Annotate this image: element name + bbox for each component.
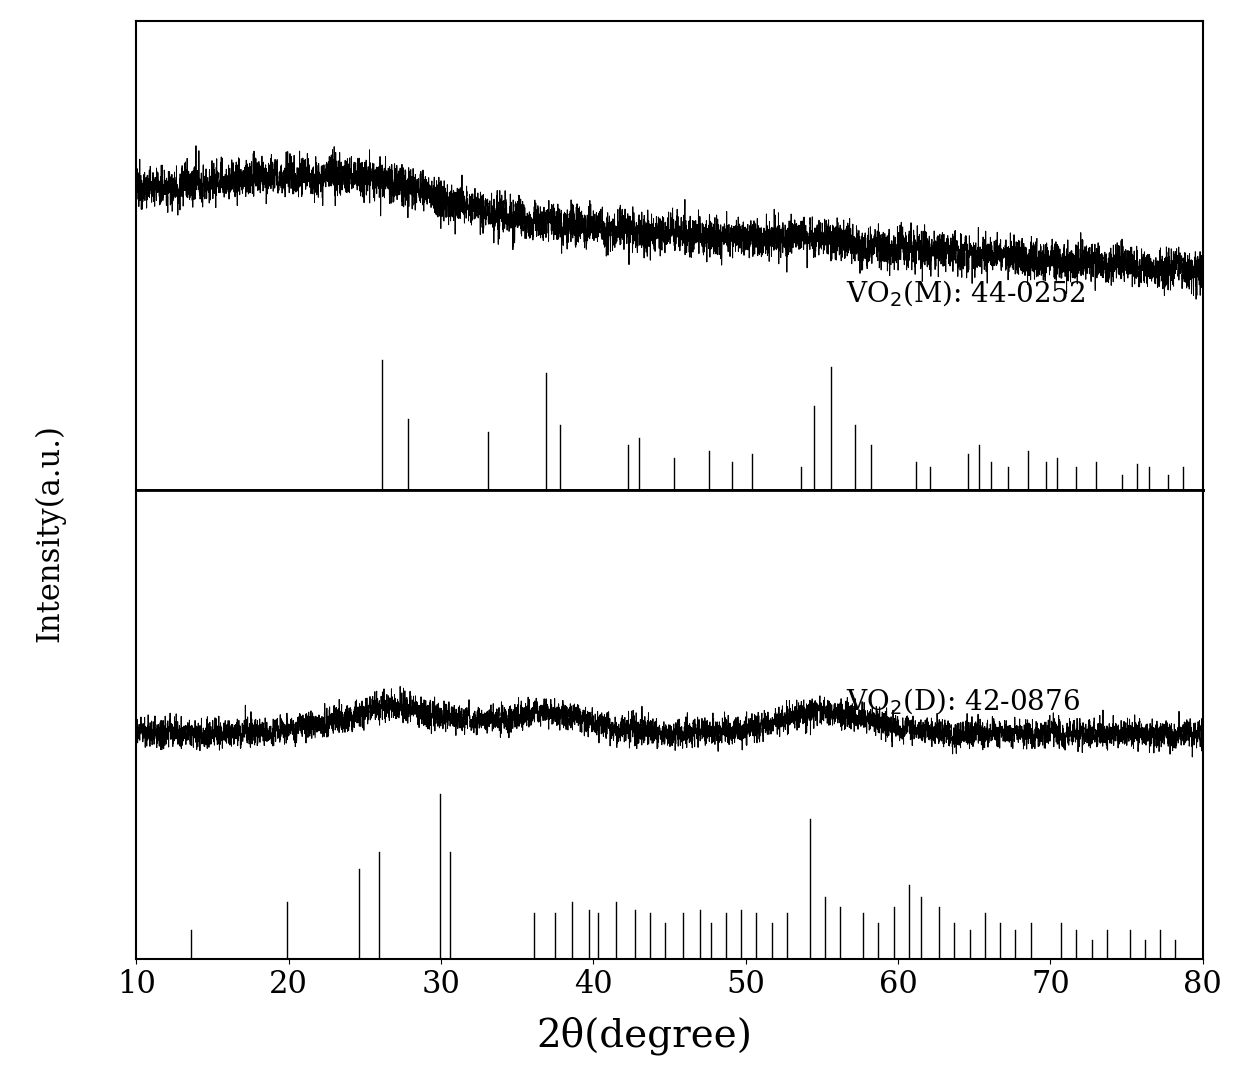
Text: VO$_2$(D): 42-0876: VO$_2$(D): 42-0876 (846, 687, 1080, 716)
Text: Intensity(a.u.): Intensity(a.u.) (33, 424, 66, 642)
Text: VO$_2$(M): 44-0252: VO$_2$(M): 44-0252 (846, 278, 1085, 309)
Text: 2θ(degree): 2θ(degree) (537, 1017, 753, 1055)
